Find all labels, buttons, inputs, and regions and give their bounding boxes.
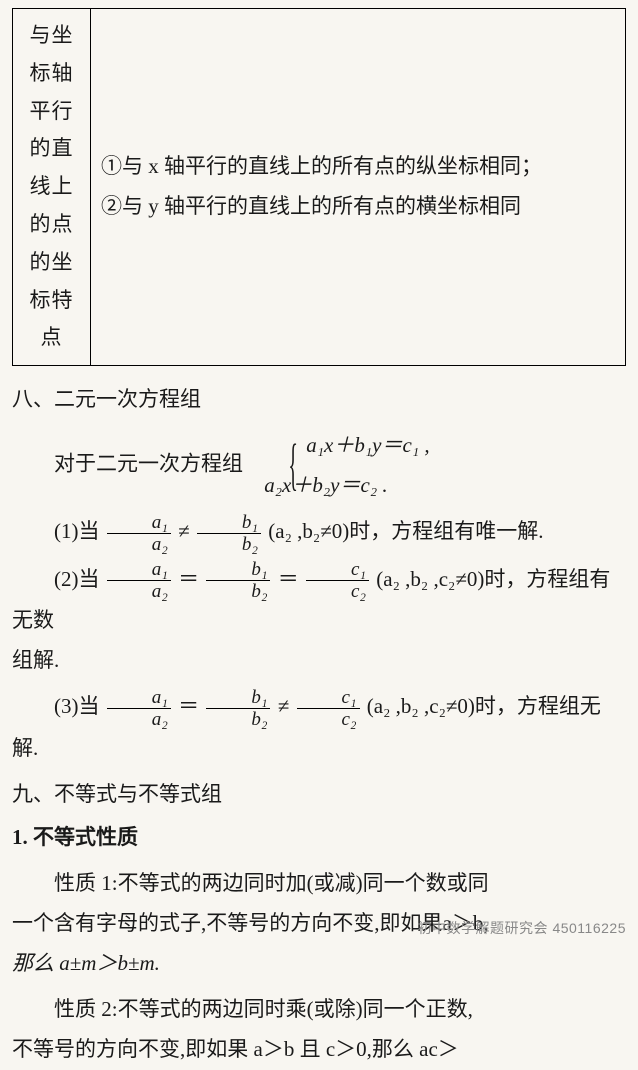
case-1-expr: a₁a₂ ≠ b₁b₂ xyxy=(105,519,269,543)
case-1-cond: (a₂ ,b₂≠0)时，方程组有唯一解. xyxy=(268,519,543,543)
section-8-intro: 对于二元一次方程组 a₁x＋b₁y＝c₁ , a₂x＋b₂y＝c₂ . xyxy=(12,426,626,506)
section-8-title: 八、二元一次方程组 xyxy=(12,380,626,420)
property-1-line1: 性质 1:不等式的两边同时加(或减)同一个数或同 xyxy=(12,864,626,904)
watermark-text: 初中数学解题研究会 450116225 xyxy=(418,915,626,942)
equation-system: a₁x＋b₁y＝c₁ , a₂x＋b₂y＝c₂ . xyxy=(248,426,429,506)
intro-text: 对于二元一次方程组 xyxy=(54,452,243,476)
case-3-expr: a₁a₂ ＝ b₁b₂ ≠ c₁c₂ xyxy=(105,694,367,718)
eq-line-1: a₁x＋b₁y＝c₁ , xyxy=(306,433,429,457)
case-2: (2)当 a₁a₂ ＝ b₁b₂ ＝ c₁c₂ (a₂ ,b₂ ,c₂≠0)时，… xyxy=(12,560,626,642)
case-2-num: (2)当 xyxy=(54,567,100,591)
property-2-line2: 不等号的方向不变,即如果 a＞b 且 c＞0,那么 ac＞ xyxy=(12,1030,626,1070)
case-2-tail: 组解. xyxy=(12,641,626,681)
eq-line-2: a₂x＋b₂y＝c₂ . xyxy=(264,473,387,497)
case-1-num: (1)当 xyxy=(54,519,100,543)
case-3-num: (3)当 xyxy=(54,694,100,718)
section-9-sub1: 1. 不等式性质 xyxy=(12,818,626,858)
property-1-line3: 那么 a±m＞b±m. xyxy=(12,944,626,984)
case-1: (1)当 a₁a₂ ≠ b₁b₂ (a₂ ,b₂≠0)时，方程组有唯一解. xyxy=(12,512,626,554)
case-3: (3)当 a₁a₂ ＝ b₁b₂ ≠ c₁c₂ (a₂ ,b₂ ,c₂≠0)时，… xyxy=(12,687,626,769)
property-2-line1: 性质 2:不等式的两边同时乘(或除)同一个正数, xyxy=(12,990,626,1030)
definition-table: 与坐标轴平行的直线上的点的坐标特点 ①与 x 轴平行的直线上的所有点的纵坐标相同… xyxy=(12,8,626,366)
table-rowlabel: 与坐标轴平行的直线上的点的坐标特点 xyxy=(13,9,91,366)
case-2-expr: a₁a₂ ＝ b₁b₂ ＝ c₁c₂ xyxy=(105,567,377,591)
table-content: ①与 x 轴平行的直线上的所有点的纵坐标相同； ②与 y 轴平行的直线上的所有点… xyxy=(91,9,626,366)
section-9-title: 九、不等式与不等式组 xyxy=(12,775,626,815)
